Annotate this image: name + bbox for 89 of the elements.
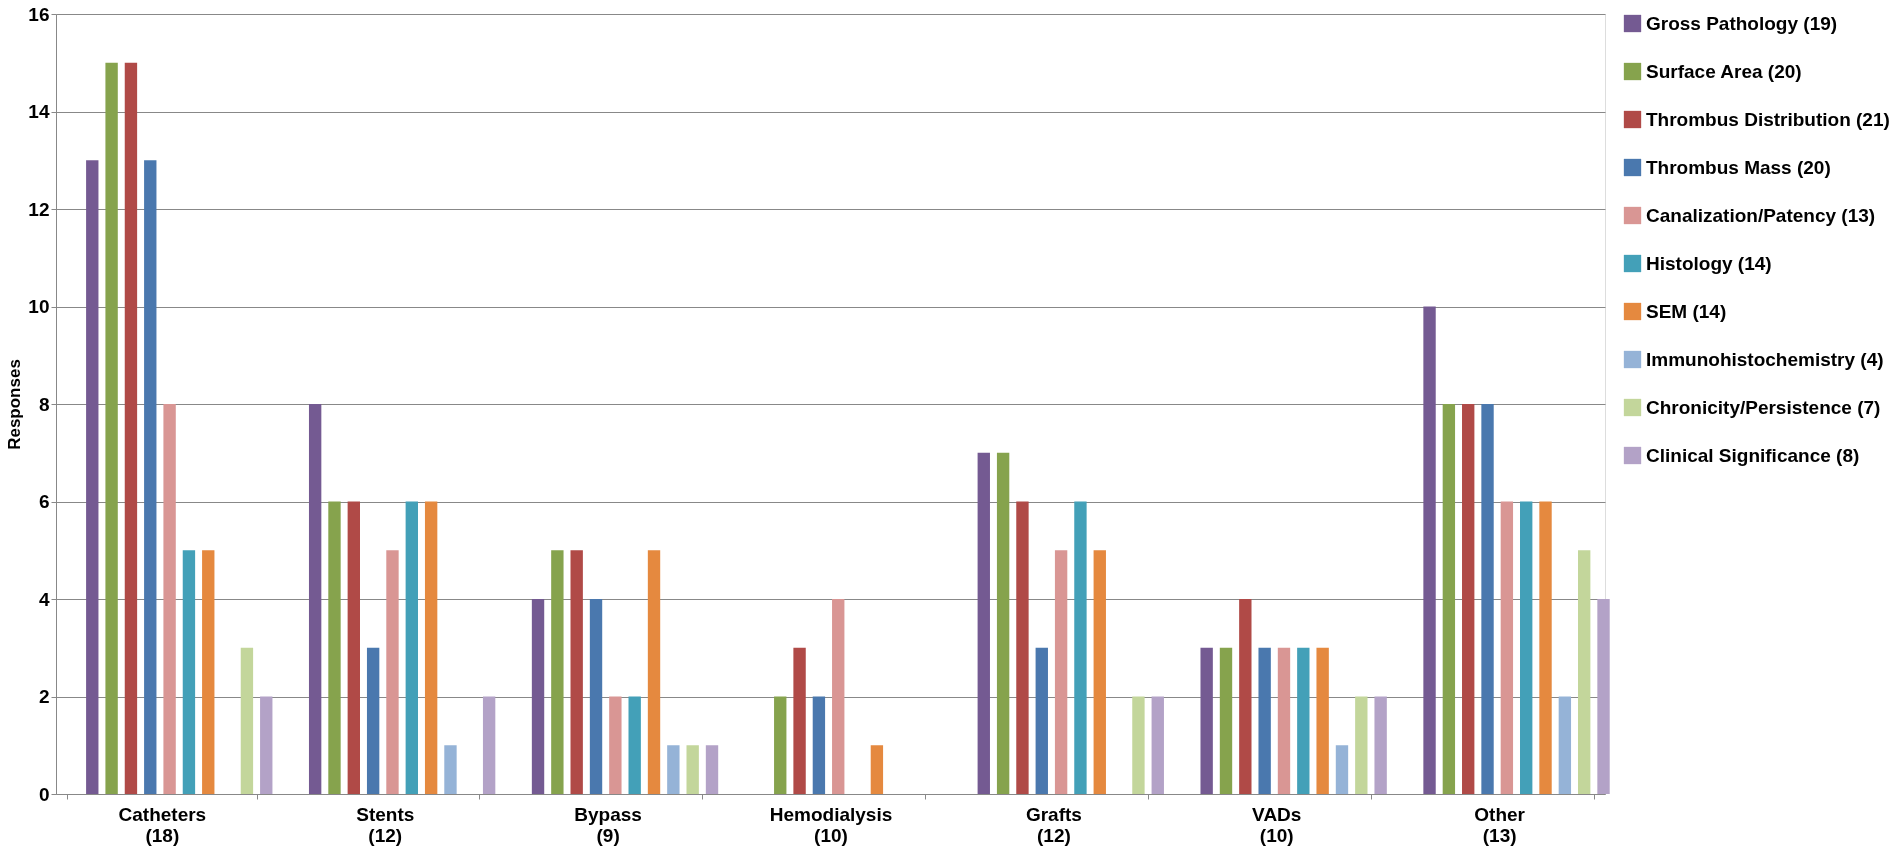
- y-tick-label: 16: [28, 3, 50, 25]
- bar: [870, 745, 884, 794]
- y-tick-label: 14: [28, 101, 50, 122]
- bar: [1578, 550, 1591, 794]
- bar: [405, 501, 418, 794]
- y-tick-label: 4: [38, 588, 50, 610]
- bar: [366, 647, 380, 794]
- bar: [1500, 501, 1514, 794]
- bar: [1093, 550, 1106, 794]
- bar: [1442, 404, 1456, 794]
- bar: [1423, 306, 1436, 794]
- x-tick-label: Catheters (18): [118, 803, 207, 846]
- bar: [812, 696, 826, 794]
- bar: [144, 160, 157, 794]
- bar: [482, 696, 496, 794]
- bar: [1558, 696, 1572, 794]
- bar: [1374, 696, 1387, 794]
- legend-label: Immunohistochemistry (4): [1646, 348, 1884, 370]
- x-tick-label: Stents (12): [356, 803, 415, 846]
- bar: [1151, 696, 1164, 794]
- bar: [531, 599, 545, 794]
- x-tick-label: Hemodialysis (10): [769, 803, 893, 846]
- legend-label: Gross Pathology (19): [1646, 12, 1838, 34]
- bar: [202, 550, 215, 794]
- bar: [628, 696, 641, 794]
- bar: [1258, 647, 1271, 794]
- bar: [793, 647, 806, 794]
- bar: [1462, 404, 1475, 794]
- bar: [386, 550, 399, 794]
- bar: [1219, 647, 1233, 794]
- legend-label: Histology (14): [1646, 252, 1772, 274]
- bar: [1054, 550, 1068, 794]
- bar: [609, 696, 622, 794]
- bar: [1520, 501, 1533, 794]
- bar: [444, 745, 457, 794]
- bar: [260, 696, 273, 794]
- bar: [308, 404, 322, 794]
- bar: [86, 160, 99, 794]
- bar: [570, 550, 583, 794]
- bar: [1597, 599, 1610, 794]
- bar: [328, 501, 341, 794]
- bar: [105, 62, 118, 794]
- bar: [1481, 404, 1494, 794]
- legend-label: Chronicity/Persistence (7): [1646, 396, 1881, 418]
- bar: [240, 647, 254, 794]
- bar: [667, 745, 680, 794]
- bar: [996, 452, 1010, 794]
- x-tick-label: Bypass (9): [574, 803, 642, 846]
- bar: [163, 404, 176, 794]
- bar: [424, 501, 438, 794]
- bar: [347, 501, 360, 794]
- bar: [1035, 647, 1048, 794]
- bar: [1200, 647, 1213, 794]
- bar: [182, 550, 196, 794]
- legend-label: Canalization/Patency (13): [1646, 204, 1876, 226]
- bar: [1239, 599, 1252, 794]
- y-tick-label: 0: [38, 783, 50, 805]
- bar: [1074, 501, 1087, 794]
- y-axis-title: Responses: [5, 359, 25, 450]
- bar: [589, 599, 603, 794]
- x-tick-label: VADs (10): [1252, 803, 1302, 846]
- y-tick-label: 10: [28, 296, 50, 317]
- bar: [977, 452, 990, 794]
- x-tick-label: Other (13): [1474, 803, 1526, 846]
- bar: [774, 696, 787, 794]
- bar: [1335, 745, 1349, 794]
- bar: [1316, 647, 1329, 794]
- bar: [1355, 696, 1368, 794]
- x-tick-label: Grafts (12): [1025, 803, 1082, 846]
- legend-label: Thrombus Distribution (21): [1646, 108, 1890, 130]
- bar: [551, 550, 564, 794]
- bar: [686, 745, 699, 794]
- bar: [1132, 696, 1145, 794]
- bar: [1297, 647, 1310, 794]
- y-tick-label: 8: [38, 393, 50, 415]
- y-tick-label: 6: [38, 491, 50, 512]
- bar: [1016, 501, 1029, 794]
- bar: [705, 745, 719, 794]
- legend-label: SEM (14): [1646, 300, 1727, 322]
- legend-label: Thrombus Mass (20): [1646, 156, 1831, 178]
- bar: [1277, 647, 1291, 794]
- bar: [124, 62, 138, 794]
- bar: [1539, 501, 1552, 794]
- bar: [832, 599, 845, 794]
- y-tick-label: 2: [38, 686, 50, 707]
- legend-label: Surface Area (20): [1646, 60, 1802, 82]
- legend-label: Clinical Significance (8): [1646, 444, 1860, 466]
- y-tick-label: 12: [28, 198, 50, 220]
- bar: [647, 550, 661, 794]
